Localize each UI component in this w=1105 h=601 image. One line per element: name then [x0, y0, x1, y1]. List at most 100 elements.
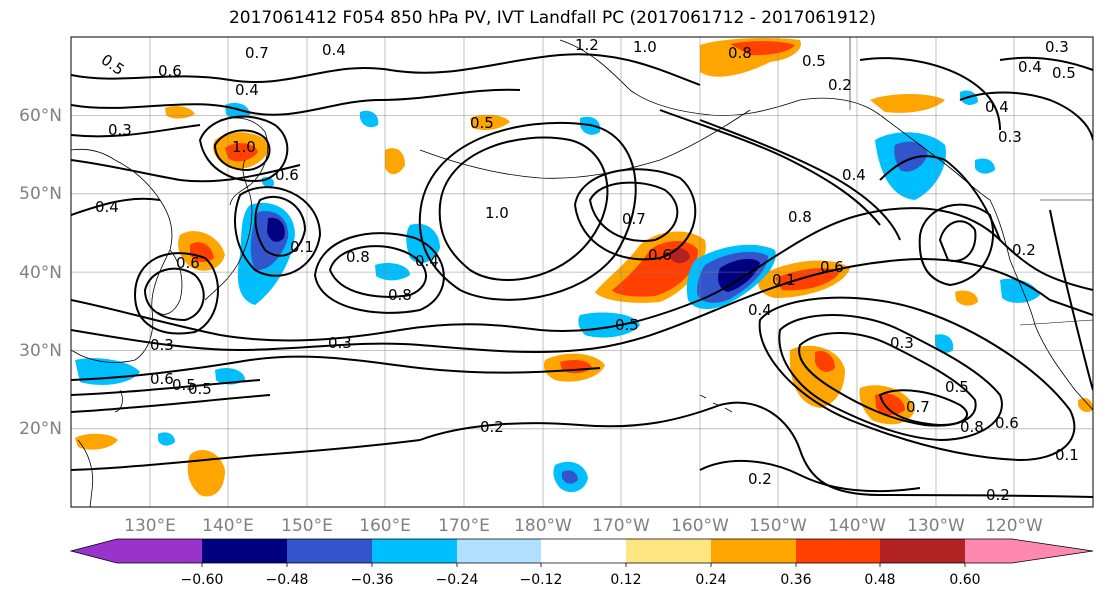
contour-label: 0.7: [622, 210, 646, 228]
contour-line: [71, 355, 601, 381]
contour-line: [71, 379, 261, 396]
coastline-hawaii: [699, 394, 733, 413]
lon-label: 170°W: [592, 516, 650, 536]
colorbar-tick-label: 0.48: [864, 572, 895, 588]
lon-label: 180°W: [514, 516, 572, 536]
contour-label: 0.4: [415, 252, 439, 270]
colorbar-bin: [880, 539, 965, 563]
contour-label: 0.6: [150, 370, 174, 388]
lat-label: 50°N: [19, 184, 62, 204]
colorbar-low-extend: [71, 539, 117, 563]
contour-label: 0.6: [648, 246, 672, 264]
pv-negative-region: [562, 470, 578, 484]
contour-label: 0.4: [842, 166, 866, 184]
contour-line: [71, 124, 201, 138]
colorbar-bin: [372, 539, 457, 563]
contour-line: [213, 129, 271, 172]
contour-label: 0.8: [960, 418, 984, 436]
colorbar-tick-label: −0.12: [520, 572, 563, 588]
contour-line: [71, 159, 301, 183]
pv-negative-region: [975, 158, 995, 174]
colorbar-tick-label: −0.36: [351, 572, 394, 588]
contour-label: 0.3: [150, 336, 174, 354]
contour-label: 0.1: [772, 271, 796, 289]
colorbar-bin: [202, 539, 287, 563]
contour-line: [234, 186, 322, 277]
pv-positive-region: [1078, 398, 1093, 413]
contour-label: 0.7: [245, 44, 269, 62]
contour-label: 1.2: [575, 36, 599, 54]
contour-label: 1.0: [633, 38, 657, 56]
contour-line: [878, 389, 968, 427]
pv-negative-region: [578, 312, 640, 338]
contour-label: 0.3: [998, 128, 1022, 146]
lon-label: 130°E: [124, 516, 176, 536]
contour-label: 0.2: [1012, 241, 1036, 259]
pv-positive-region: [225, 143, 258, 162]
map-title: 2017061412 F054 850 hPa PV, IVT Landfall…: [228, 8, 876, 28]
contour-line: [959, 91, 1093, 141]
lon-label: 160°W: [671, 516, 729, 536]
pv-positive-region: [670, 247, 690, 264]
colorbar-bin: [541, 539, 626, 563]
contour-line: [254, 195, 307, 257]
contour-line: [438, 136, 609, 281]
lon-label: 130°W: [907, 516, 965, 536]
contour-line: [419, 401, 1093, 498]
pv-positive-region: [875, 393, 905, 416]
pv-negative-region: [1000, 278, 1040, 303]
pv-positive-region: [385, 148, 405, 175]
colorbar-tick-label: 0.60: [949, 572, 980, 588]
borders: [849, 37, 1093, 326]
contour-line: [699, 460, 921, 493]
contour-label: 0.5: [615, 316, 639, 334]
contour-line: [798, 332, 977, 427]
contour-line: [143, 267, 205, 322]
lon-label: 150°E: [281, 516, 333, 536]
pv-negative-region: [718, 258, 760, 292]
colorbar-tick-label: −0.48: [266, 572, 309, 588]
contour-label: 0.7: [906, 398, 930, 416]
colorbar-bin: [626, 539, 711, 563]
contour-line: [879, 155, 1001, 241]
contour-label: 0.5: [802, 52, 826, 70]
pv-negative-region: [935, 334, 954, 353]
contour-line: [758, 296, 1076, 462]
lon-label: 170°E: [438, 516, 490, 536]
contour-label: 0.1: [290, 238, 314, 256]
contour-label: 0.8: [346, 248, 370, 266]
colorbar-tick-label: −0.60: [181, 572, 224, 588]
contour-label: 0.6: [820, 258, 844, 276]
map-frame: [70, 36, 1094, 508]
contour-label: 1.0: [485, 204, 509, 222]
pv-positive-region: [190, 242, 214, 262]
coastline-na-west: [989, 199, 1093, 411]
lat-label: 60°N: [19, 106, 62, 126]
border-us-mexico: [1019, 319, 1093, 326]
coastline-alaska: [559, 39, 991, 201]
contour-label: 1.0: [232, 138, 256, 156]
contour-line: [71, 53, 701, 86]
contour-label: 0.4: [1018, 58, 1042, 76]
coastlines: [71, 39, 1093, 507]
longitude-labels: 130°E 140°E 150°E 160°E 170°E 180°W 170°…: [124, 516, 1043, 536]
map-panel: 0.5 0.6 0.7 0.4 1.2 1.0 0.8 0.5 0.2 0.3 …: [71, 36, 1093, 507]
contour-label: 0.8: [788, 208, 812, 226]
colorbar-tick-label: 0.24: [695, 572, 726, 588]
contour-labels: 0.5 0.6 0.7 0.4 1.2 1.0 0.8 0.5 0.2 0.3 …: [95, 36, 1079, 504]
pv-positive-region: [75, 433, 118, 450]
ivt-contours: [71, 53, 1093, 498]
contour-label: 0.2: [480, 418, 504, 436]
contour-line: [71, 197, 161, 216]
colorbar: −0.60 −0.48 −0.36 −0.24 −0.12 0.12 0.24 …: [69, 538, 1094, 588]
contour-line: [588, 181, 679, 242]
contour-label: 0.6: [176, 254, 200, 272]
pv-positive-region: [730, 41, 795, 56]
lon-label: 140°W: [828, 516, 886, 536]
contour-line: [71, 258, 1093, 354]
contour-label: 0.5: [470, 114, 494, 132]
contour-label: 0.6: [995, 414, 1019, 432]
contour-label: 0.5: [172, 376, 196, 394]
pv-negative-region: [894, 141, 928, 172]
